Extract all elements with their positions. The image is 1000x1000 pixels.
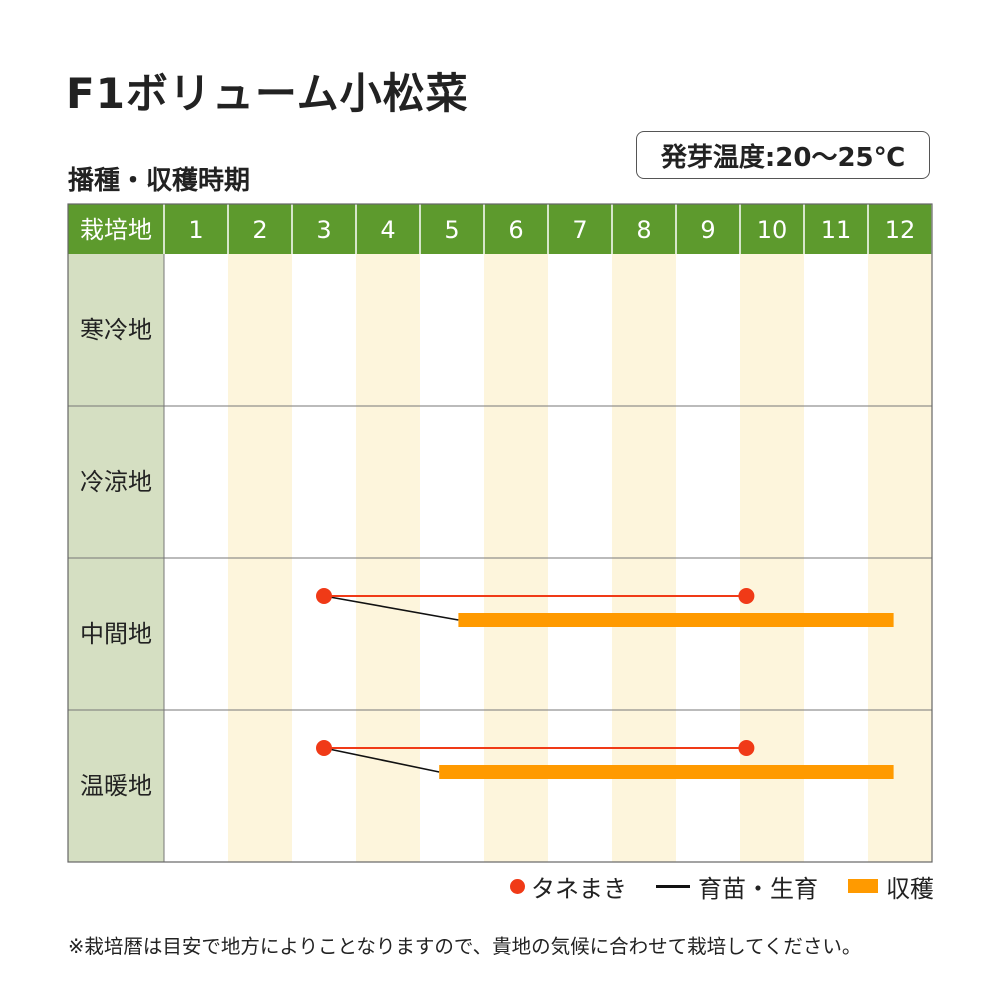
month-tick-label: 3 xyxy=(316,216,331,244)
month-tick-label: 6 xyxy=(508,216,523,244)
chart-subtitle: 播種・収穫時期 xyxy=(68,166,251,196)
month-tick-label: 10 xyxy=(757,216,788,244)
legend-harvest-label: 収穫 xyxy=(886,874,934,903)
sowing-dot-icon xyxy=(510,878,525,894)
germination-temperature-badge: 発芽温度:20～25℃ xyxy=(636,131,930,179)
month-tick-label: 9 xyxy=(700,216,715,244)
region-label: 寒冷地 xyxy=(80,316,152,344)
header-row-bg xyxy=(68,204,932,254)
table-border xyxy=(67,203,933,863)
growing-line-icon xyxy=(656,884,690,888)
harvest-bar-icon xyxy=(848,879,878,893)
legend-sowing-label: タネまき xyxy=(531,874,627,903)
growing-line xyxy=(323,747,440,773)
harvest-bar xyxy=(439,765,894,779)
legend-growing: 育苗・生育 xyxy=(656,870,818,903)
harvest-bar xyxy=(458,613,894,627)
region-label: 中間地 xyxy=(80,620,152,648)
page-title: F1ボリューム小松菜 xyxy=(66,69,469,118)
legend-sowing: タネまき xyxy=(510,870,627,903)
legend-harvest: 収穫 xyxy=(848,870,934,903)
legend-growing-label: 育苗・生育 xyxy=(698,874,818,903)
sowing-end-point xyxy=(738,588,755,604)
month-tick-label: 8 xyxy=(636,216,651,244)
month-tick-label: 1 xyxy=(188,216,203,244)
month-tick-label: 7 xyxy=(572,216,587,244)
region-label: 温暖地 xyxy=(80,772,152,800)
header-region-label: 栽培地 xyxy=(80,216,152,244)
month-tick-label: 5 xyxy=(444,216,459,244)
sowing-start-point xyxy=(316,588,332,604)
month-tick-label: 11 xyxy=(821,216,852,244)
region-label: 冷涼地 xyxy=(80,468,152,496)
month-tick-label: 4 xyxy=(380,216,395,244)
growing-line xyxy=(323,595,459,621)
month-tick-label: 12 xyxy=(885,216,916,244)
sowing-start-point xyxy=(316,740,332,756)
footnote: ※栽培暦は目安で地方によりことなりますので、貴地の気候に合わせて栽培してください… xyxy=(68,935,862,958)
sowing-end-point xyxy=(738,740,755,756)
month-tick-label: 2 xyxy=(252,216,267,244)
chart-legend: タネまき 育苗・生育 収穫 xyxy=(0,870,1000,903)
